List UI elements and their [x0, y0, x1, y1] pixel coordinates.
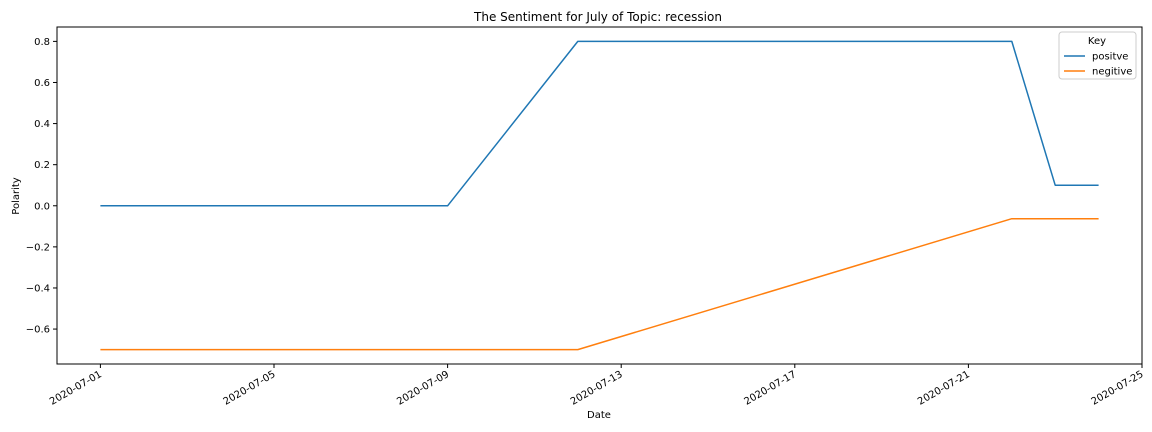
plot-area	[56, 26, 1143, 365]
y-axis-label: Polarity	[11, 177, 22, 215]
y-tick-label: 0.0	[34, 201, 50, 212]
y-tick-label: −0.2	[26, 242, 50, 253]
legend-label: negitive	[1092, 67, 1132, 78]
series-line-negitive	[100, 217, 1099, 351]
legend-frame	[1058, 31, 1137, 80]
x-tick-label: 2020-07-25	[1090, 369, 1146, 408]
x-axis: 2020-07-01 2020-07-05 2020-07-09 2020-07-13…	[48, 364, 1146, 408]
chart-title: The Sentiment for July of Topic: recessi…	[473, 10, 722, 24]
y-tick-label: 0.2	[34, 160, 50, 171]
series-lines	[100, 40, 1099, 351]
y-tick-label: 0.6	[34, 78, 50, 89]
legend: Key positve negitive	[1058, 31, 1137, 80]
y-tick-label: −0.4	[26, 283, 50, 294]
y-tick-label: 0.4	[34, 119, 50, 130]
x-axis-label: Date	[587, 410, 611, 421]
x-tick-label: 2020-07-09	[395, 369, 451, 408]
x-tick-label: 2020-07-13	[569, 369, 625, 408]
x-tick-label: 2020-07-05	[222, 369, 278, 408]
legend-title: Key	[1088, 36, 1106, 47]
legend-label: positve	[1092, 52, 1128, 63]
series-line-positve	[100, 40, 1099, 207]
x-tick-label: 2020-07-01	[48, 369, 104, 408]
y-tick-label: −0.6	[26, 325, 50, 336]
y-axis: 0.8 0.6 0.4 0.2 0.0 −0.2 −0.4 −0.6	[26, 37, 57, 336]
x-tick-label: 2020-07-21	[916, 369, 972, 408]
x-tick-label: 2020-07-17	[742, 369, 798, 408]
y-tick-label: 0.8	[34, 37, 50, 48]
